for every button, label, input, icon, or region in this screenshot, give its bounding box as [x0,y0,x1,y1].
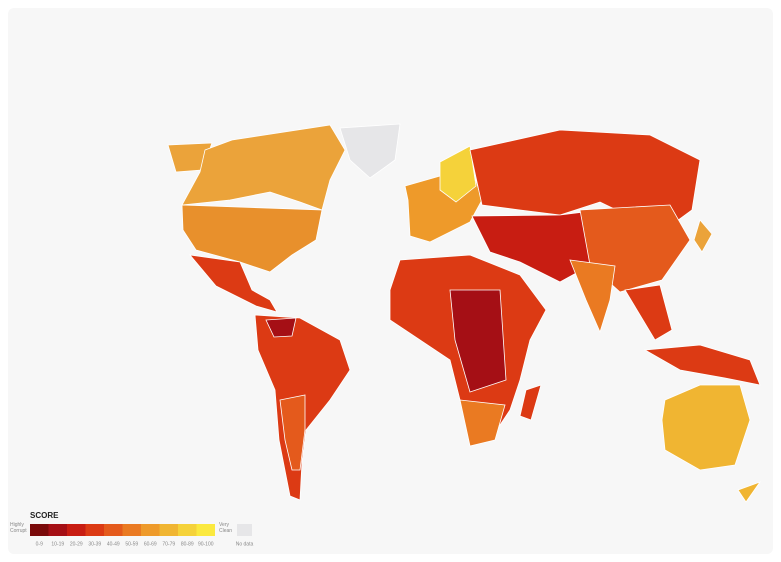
legend-swatch [104,524,123,536]
legend-swatch [122,524,141,536]
legend: 0-9 10-19 20-29 30-39 40-49 50-59 60-69 70-79 80… [30,524,253,547]
scandinavia [439,145,477,203]
countries [167,123,762,503]
legend-bin-label: 0-9 [36,541,43,547]
legend-high-label: Very Clean [219,522,233,534]
legend-swatch [30,524,49,536]
india [569,259,616,334]
legend-bin-label: 10-19 [51,541,64,547]
legend-bin-label: 40-49 [107,541,120,547]
madagascar [519,384,542,421]
legend-swatch [178,524,197,536]
legend-no-data-label: No data [236,541,254,547]
legend-title: SCORE [30,511,59,520]
legend-swatch [196,524,215,536]
legend-bin-label: 50-59 [125,541,138,547]
legend-bin-label: 60-69 [144,541,157,547]
legend-bin-label: 30-39 [88,541,101,547]
legend-low-label: Highly Corrupt [10,522,27,534]
southern-africa [459,399,506,447]
usa [181,204,323,273]
southeast-asia [624,284,673,341]
legend-bin-label: 90-100 [198,541,214,547]
legend-swatch [67,524,86,536]
greenland [339,123,401,179]
venezuela [265,317,297,338]
mexico-central-america [189,254,278,313]
legend-swatch [85,524,104,536]
legend-swatch [141,524,160,536]
legend-no-data-swatch [237,524,252,536]
new-zealand [737,481,762,503]
central-africa [449,289,507,393]
australia [661,384,751,471]
legend-bin-label: 20-29 [70,541,83,547]
legend-bin-label: 80-89 [181,541,194,547]
legend-swatch [48,524,67,536]
legend-swatch [159,524,178,536]
canada [181,124,346,211]
japan [693,219,713,253]
legend-bin-label: 70-79 [162,541,175,547]
indonesia [643,344,761,386]
argentina-chile [279,394,306,471]
